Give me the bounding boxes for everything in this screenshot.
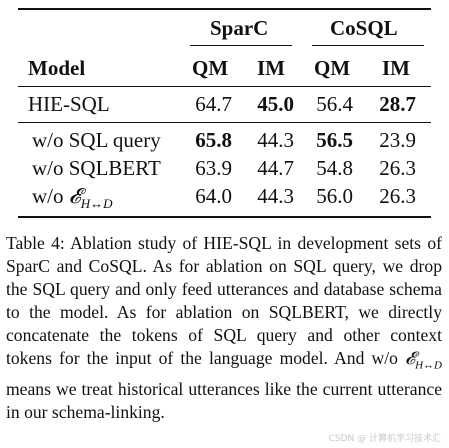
table-top-rule <box>18 8 431 10</box>
cell-value: 64.7 <box>195 92 232 116</box>
math-subscript: H↔D <box>80 196 113 212</box>
caption-text-continued: means we treat historical utterances lik… <box>6 378 442 422</box>
cell-value: 56.5 <box>316 128 353 152</box>
row-model-wo-e-hd: w/o 𝓔H↔D <box>32 184 113 216</box>
results-table: SparC CoSQL Model QM IM QM IM HIE-SQL 64… <box>0 0 449 220</box>
column-header-cosql-qm: QM <box>314 56 351 80</box>
cell-value: 56.0 <box>316 184 353 208</box>
column-header-sparc-qm: QM <box>192 56 229 80</box>
column-header-sparc-im: IM <box>257 56 285 80</box>
cell-value: 45.0 <box>257 92 294 116</box>
cell-value: 54.8 <box>316 156 353 180</box>
cell-value: 26.3 <box>379 184 416 208</box>
group-header-sparc: SparC <box>210 16 269 40</box>
table-bottom-rule <box>18 216 431 218</box>
row-model-hie-sql: HIE-SQL <box>28 92 110 116</box>
row-model-wo-sql-query: w/o SQL query <box>32 128 161 152</box>
cell-value: 56.4 <box>316 92 353 116</box>
table-caption: Table 4: Ablation study of HIE-SQL in de… <box>6 232 442 424</box>
cell-value: 65.8 <box>195 128 232 152</box>
column-header-cosql-im: IM <box>382 56 410 80</box>
group-rule <box>18 122 431 124</box>
math-e-symbol: 𝓔 <box>68 184 81 208</box>
cell-value: 63.9 <box>195 156 232 180</box>
cell-value: 44.3 <box>257 128 294 152</box>
cell-value: 44.7 <box>257 156 294 180</box>
header-rule <box>18 86 431 88</box>
row-model-wo-sqlbert: w/o SQLBERT <box>32 156 161 180</box>
group-underline-cosql <box>312 45 424 46</box>
group-header-cosql: CoSQL <box>330 16 398 40</box>
cell-value: 26.3 <box>379 156 416 180</box>
cell-value: 23.9 <box>379 128 416 152</box>
group-underline-sparc <box>190 45 292 46</box>
cell-value: 44.3 <box>257 184 294 208</box>
cell-value: 64.0 <box>195 184 232 208</box>
column-header-model: Model <box>28 56 86 80</box>
caption-math-subscript: H↔D <box>415 359 442 372</box>
caption-math-symbol: 𝓔 <box>405 348 416 368</box>
caption-text: Table 4: Ablation study of HIE-SQL in de… <box>6 233 442 368</box>
watermark: CSDN @ 计算机学习技术汇 <box>328 434 441 444</box>
cell-value: 28.7 <box>379 92 416 116</box>
row-model-prefix: w/o <box>32 184 69 208</box>
